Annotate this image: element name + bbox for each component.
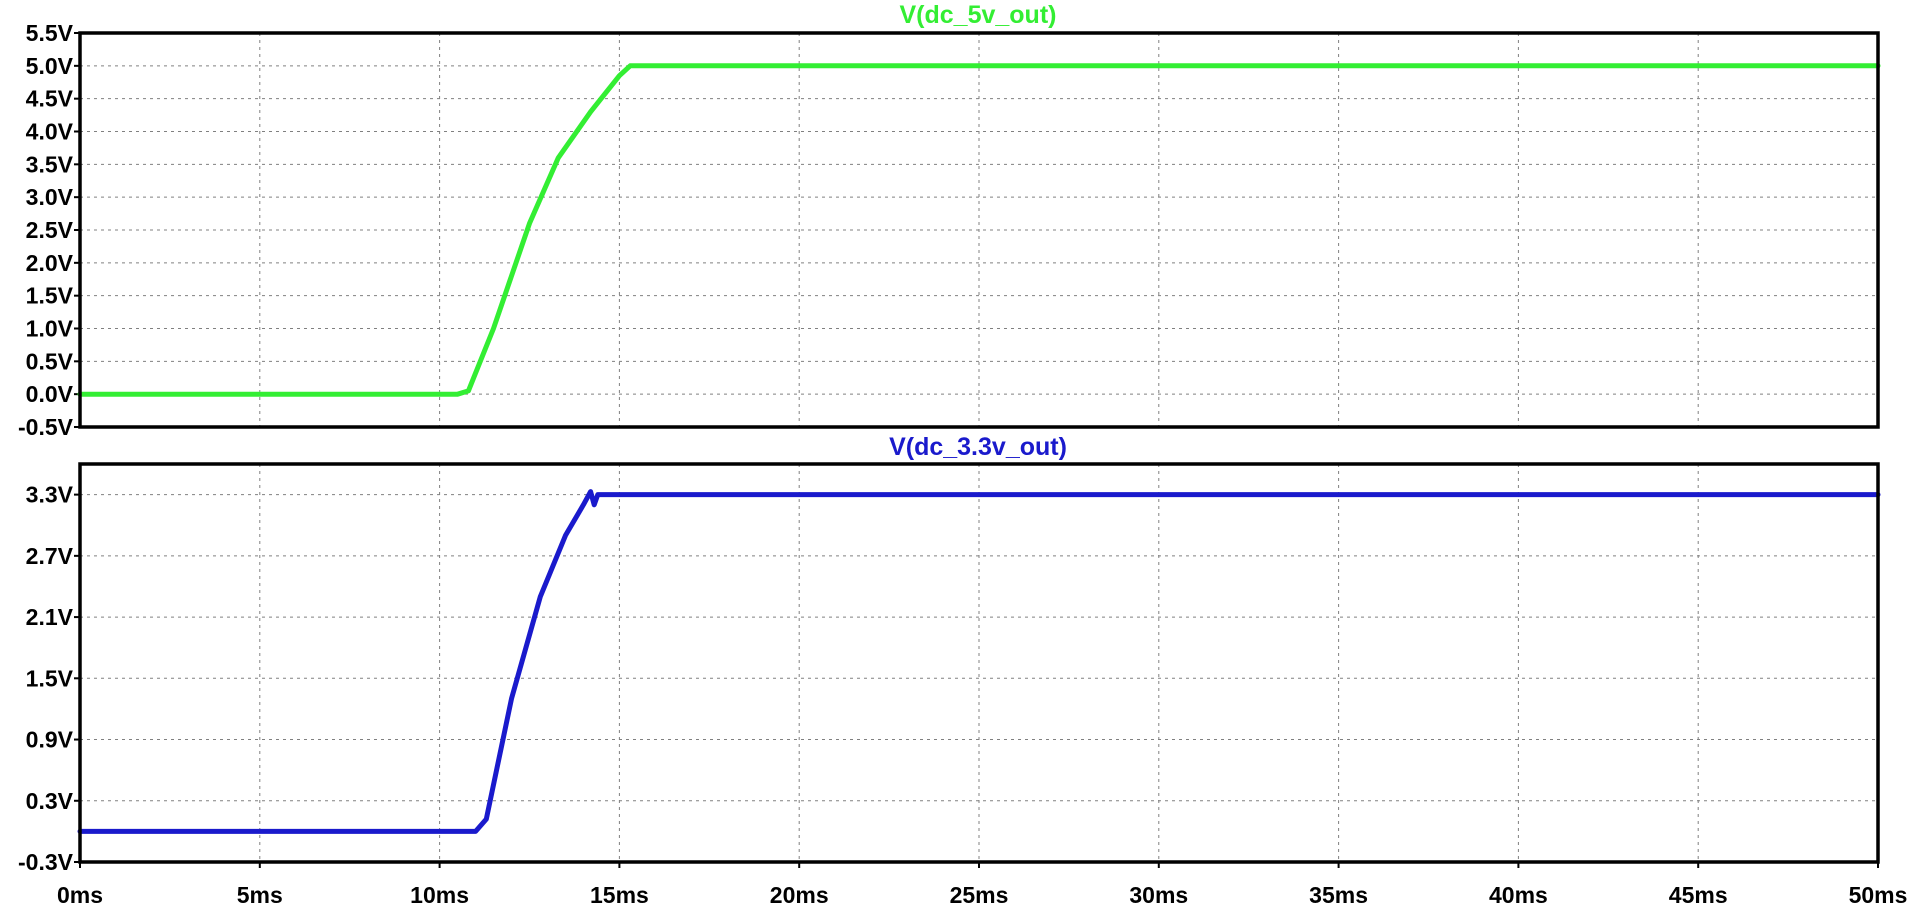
y-tick-label: 0.9V: [26, 727, 74, 753]
panel-title-dc-3-3v-out: V(dc_3.3v_out): [889, 433, 1067, 461]
y-tick-label: -0.3V: [18, 849, 74, 875]
x-tick-label: 45ms: [1669, 882, 1728, 908]
y-tick-label: 5.5V: [26, 20, 74, 46]
panel-dc-3-3v-out: V(dc_3.3v_out) -0.3V 0.3V 0.9V 1.5V 2.1V 2.7V…: [18, 433, 1881, 875]
x-tick-label: 0ms: [57, 882, 103, 908]
panel-dc-5v-out: V(dc_5v_out) -0.5V 0.0V 0.5V 1.0V 1.5V 2.0V 2.…: [18, 1, 1881, 440]
y-tick-label: 2.5V: [26, 217, 74, 243]
y-tick-label: 3.5V: [26, 151, 74, 177]
y-tick-label: 5.0V: [26, 53, 74, 79]
y-tick-label: 0.3V: [26, 788, 74, 814]
x-tick-label: 40ms: [1489, 882, 1548, 908]
y-tick-label: 3.0V: [26, 184, 74, 210]
x-tick-label: 30ms: [1129, 882, 1188, 908]
y-tick-label: 4.0V: [26, 119, 74, 145]
y-tick-label: 2.0V: [26, 250, 74, 276]
x-tick-label: 35ms: [1309, 882, 1368, 908]
y-tick-label: 1.0V: [26, 316, 74, 342]
y-tick-label: 1.5V: [26, 665, 74, 691]
x-tick-label: 15ms: [590, 882, 649, 908]
panel-title-dc-5v-out: V(dc_5v_out): [900, 1, 1057, 29]
y-tick-label: 1.5V: [26, 283, 74, 309]
x-tick-label: 25ms: [950, 882, 1009, 908]
y-tick-label: 2.1V: [26, 604, 74, 630]
y-tick-label: 2.7V: [26, 543, 74, 569]
y-tick-label: 0.0V: [26, 381, 74, 407]
trace-line: [77, 489, 1881, 834]
x-tick-label: 50ms: [1849, 882, 1908, 908]
x-tick-label: 5ms: [237, 882, 283, 908]
x-axis: 0ms 5ms 10ms 15ms 20ms 25ms 30ms 35ms 40ms 45ms 50…: [57, 862, 1907, 908]
y-tick-label: 3.3V: [26, 482, 74, 508]
trace-line: [77, 63, 1881, 397]
y-tick-label: -0.5V: [18, 414, 74, 440]
y-tick-label: 4.5V: [26, 86, 74, 112]
y-tick-label: 0.5V: [26, 348, 74, 374]
x-tick-label: 10ms: [410, 882, 469, 908]
plot-frame: [78, 31, 1880, 429]
x-tick-label: 20ms: [770, 882, 829, 908]
